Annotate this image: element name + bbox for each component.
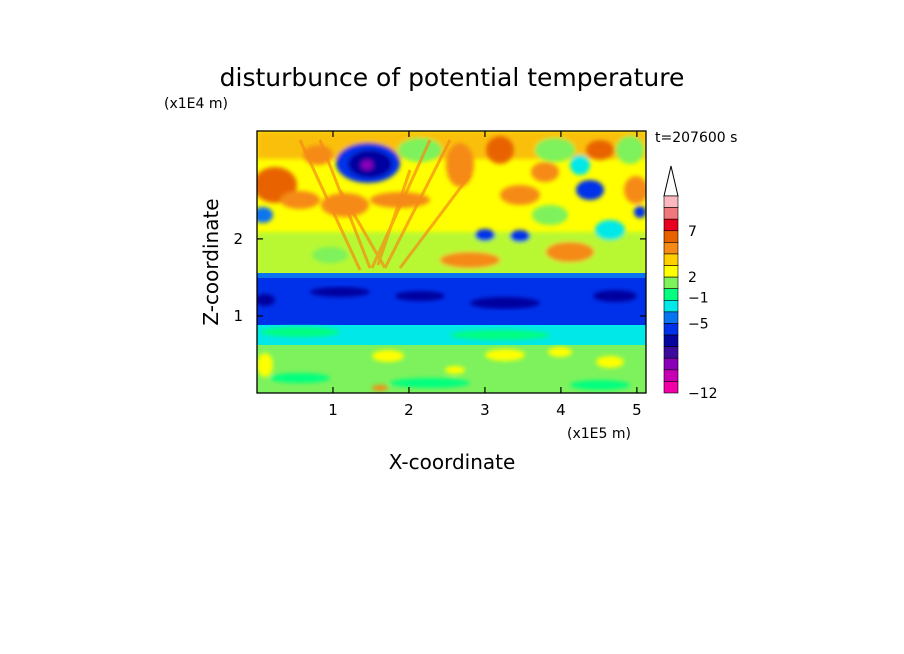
contour-field bbox=[257, 131, 646, 393]
colorbar-swatch bbox=[663, 195, 679, 208]
colorbar-label: 2 bbox=[688, 270, 697, 286]
colorbar-swatch bbox=[663, 207, 679, 220]
x-axis: 1 2 3 4 5 bbox=[328, 131, 642, 419]
colorbar-label: −1 bbox=[688, 290, 709, 306]
colorbar: 7 2 −1 −5 −12 bbox=[663, 165, 718, 402]
colorbar-swatch bbox=[663, 346, 679, 359]
y-tick-label: 2 bbox=[233, 230, 243, 248]
y-axis-title: Z-coordinate bbox=[199, 198, 223, 325]
colorbar-swatch bbox=[663, 357, 679, 371]
y-tick-label: 1 bbox=[233, 307, 243, 325]
plot-frame bbox=[256, 130, 647, 394]
colorbar-swatch bbox=[663, 381, 679, 394]
x-unit-label: (x1E5 m) bbox=[567, 426, 631, 442]
lower-patches bbox=[257, 327, 630, 391]
y-axis: 12 bbox=[233, 230, 646, 325]
x-tick-label: 2 bbox=[404, 401, 414, 419]
colorbar-swatch bbox=[663, 265, 679, 278]
colorbar-swatch bbox=[663, 323, 679, 336]
y-unit-label: (x1E4 m) bbox=[164, 96, 228, 112]
colorbar-swatch bbox=[663, 218, 679, 232]
colorbar-label: −5 bbox=[688, 316, 709, 332]
colorbar-swatch bbox=[663, 276, 679, 290]
x-tick-label: 3 bbox=[480, 401, 490, 419]
cold-band-cores bbox=[257, 287, 637, 309]
colorbar-swatch bbox=[663, 230, 679, 243]
colorbar-extend-arrow bbox=[663, 165, 679, 197]
colorbar-swatch bbox=[663, 288, 679, 301]
colorbar-label: 7 bbox=[688, 224, 697, 240]
colorbar-swatch bbox=[663, 253, 679, 266]
colorbar-swatch bbox=[663, 311, 679, 324]
chart-title: disturbunce of potential temperature bbox=[220, 63, 685, 92]
upper-wave-patches bbox=[257, 131, 646, 276]
colorbar-swatch bbox=[663, 299, 679, 313]
colorbar-swatch bbox=[663, 334, 679, 347]
wave-rays bbox=[298, 139, 472, 271]
x-axis-title: X-coordinate bbox=[389, 450, 516, 474]
x-tick-label: 4 bbox=[556, 401, 566, 419]
x-tick-label: 5 bbox=[632, 401, 642, 419]
colorbar-swatch bbox=[663, 242, 679, 255]
x-tick-label: 1 bbox=[328, 401, 338, 419]
colorbar-label: −12 bbox=[688, 386, 718, 402]
time-label: t=207600 s bbox=[655, 130, 737, 146]
colorbar-swatch bbox=[663, 369, 679, 382]
cold-band bbox=[257, 275, 646, 327]
